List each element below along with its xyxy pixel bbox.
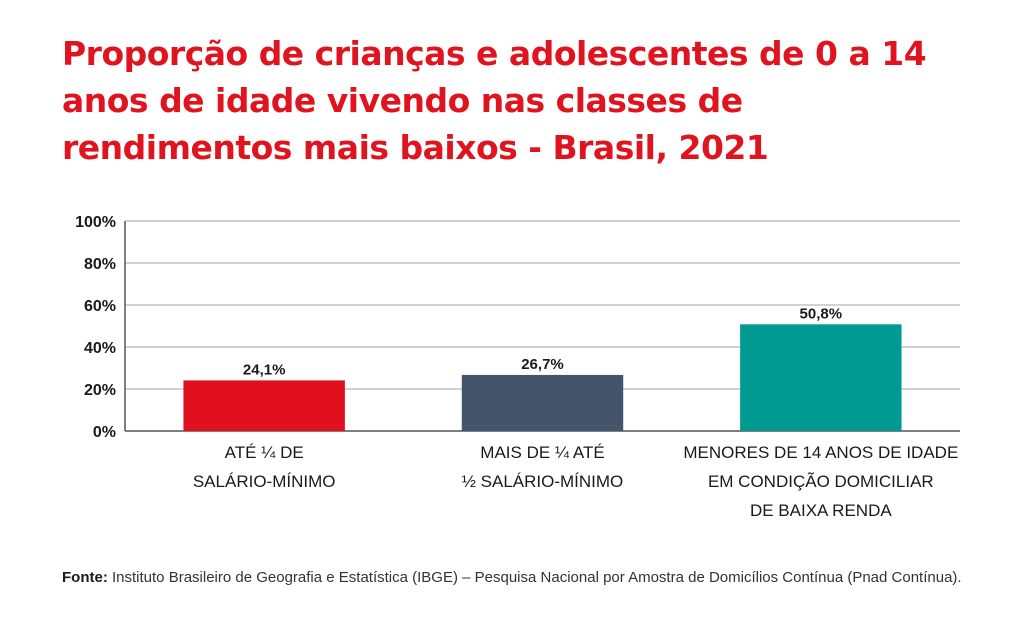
category-label: MENORES DE 14 ANOS DE IDADE EM CONDIÇÃO D… bbox=[683, 443, 958, 520]
y-tick-label: 40% bbox=[84, 340, 116, 357]
y-tick-label: 60% bbox=[84, 298, 116, 315]
bar-chart: 0% 20% 40% 60% 80% 100% 24,1% 26,7% 50,8% ATÉ ¼… bbox=[75, 214, 960, 520]
y-tick-label: 20% bbox=[84, 382, 116, 399]
bar bbox=[740, 324, 902, 431]
y-tick-label: 80% bbox=[84, 256, 116, 273]
chart-title: Proporção de crianças e adolescentes de … bbox=[62, 34, 927, 167]
source-label: Fonte: bbox=[62, 569, 108, 586]
source-text: Instituto Brasileiro de Geografia e Esta… bbox=[107, 569, 962, 586]
data-label: 24,1% bbox=[243, 361, 286, 378]
y-axis-ticks: 0% 20% 40% 60% 80% 100% bbox=[75, 214, 116, 441]
category-label-line: ½ SALÁRIO-MÍNIMO bbox=[462, 472, 624, 491]
x-axis-labels: ATÉ ¼ DE SALÁRIO-MÍNIMO MAIS DE ¼ ATÉ ½ SAL… bbox=[193, 443, 958, 520]
category-label: ATÉ ¼ DE SALÁRIO-MÍNIMO bbox=[193, 443, 336, 491]
category-label-line: EM CONDIÇÃO DOMICILIAR bbox=[708, 472, 934, 491]
y-tick-label: 0% bbox=[93, 424, 116, 441]
category-label: MAIS DE ¼ ATÉ ½ SALÁRIO-MÍNIMO bbox=[462, 443, 624, 491]
bars bbox=[183, 324, 902, 431]
category-label-line: MAIS DE ¼ ATÉ bbox=[480, 443, 604, 462]
category-label-line: DE BAIXA RENDA bbox=[750, 501, 892, 520]
data-label: 50,8% bbox=[800, 305, 843, 322]
data-labels: 24,1% 26,7% 50,8% bbox=[243, 305, 842, 378]
bar bbox=[183, 380, 345, 431]
category-label-line: MENORES DE 14 ANOS DE IDADE bbox=[683, 443, 958, 462]
category-label-line: ATÉ ¼ DE bbox=[225, 443, 304, 462]
source-note: Fonte: Instituto Brasileiro de Geografia… bbox=[62, 566, 962, 590]
bar bbox=[461, 374, 624, 431]
data-label: 26,7% bbox=[521, 356, 564, 373]
category-label-line: SALÁRIO-MÍNIMO bbox=[193, 472, 336, 491]
y-tick-label: 100% bbox=[75, 214, 116, 231]
